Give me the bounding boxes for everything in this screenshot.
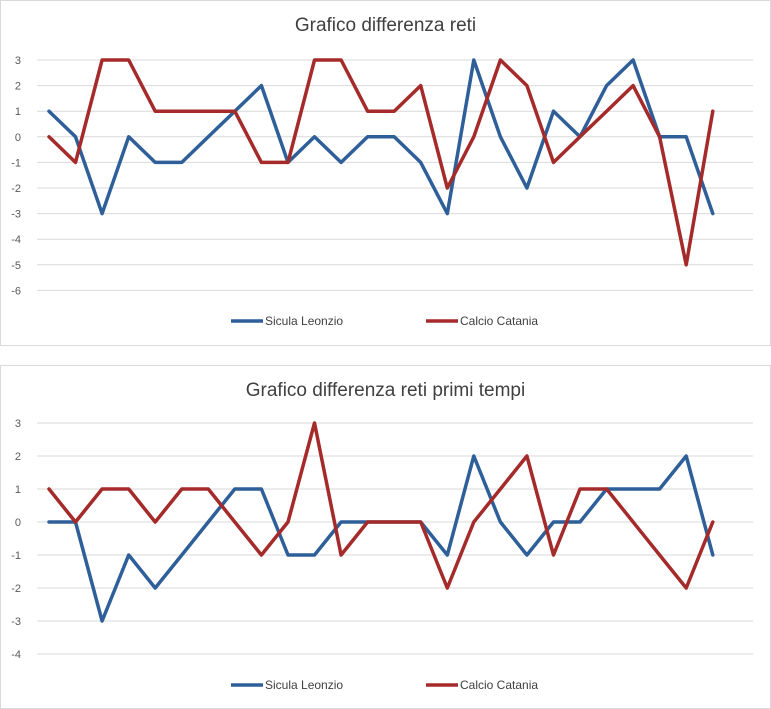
y-tick-label: -6 (11, 285, 21, 297)
y-tick-label: 1 (15, 484, 21, 496)
y-tick-label: 1 (15, 106, 21, 118)
legend-label: Sicula Leonzio (265, 678, 343, 692)
y-tick-label: -1 (11, 550, 21, 562)
y-tick-label: -5 (11, 260, 21, 272)
chart-panel-2: Grafico differenza reti primi tempi 3 2 1 0… (0, 365, 771, 709)
y-tick-label: -2 (11, 583, 21, 595)
chart-title: Grafico differenza reti (294, 15, 477, 36)
legend-label: Calcio Catania (460, 678, 538, 692)
series-line-sicula-leonzio (47, 454, 715, 623)
y-tick-label: -4 (11, 649, 21, 661)
series-line-calcio-catania (47, 58, 715, 267)
y-tick-label: 2 (15, 81, 21, 93)
y-tick-label: -2 (11, 183, 21, 195)
y-tick-label: -3 (11, 209, 21, 221)
y-tick-label: 2 (15, 451, 21, 463)
line-chart-svg: 3 2 1 0 -1 -2 -3 -4 Sicula Leonzio Calcio Catania (11, 418, 753, 692)
chart-title: Grafico differenza reti primi tempi (245, 380, 526, 401)
y-tick-label: 3 (15, 418, 21, 430)
legend-label: Sicula Leonzio (265, 314, 343, 328)
y-tick-label: -4 (11, 234, 21, 246)
legend-label: Calcio Catania (460, 314, 538, 328)
y-tick-label: 3 (15, 55, 21, 67)
series-line-calcio-catania (47, 421, 715, 590)
y-tick-label: 0 (15, 517, 21, 529)
line-chart-svg: 3 2 1 0 -1 -2 -3 -4 -5 -6 Sicula Leonzio Calcio Cat… (11, 55, 753, 328)
chart-panel-1: Grafico differenza reti 3 2 1 0 -1 -2 -3 -4 -5 -6… (0, 0, 771, 346)
y-tick-label: -1 (11, 157, 21, 169)
series-line-sicula-leonzio (47, 58, 715, 216)
y-tick-label: 0 (15, 132, 21, 144)
y-tick-label: -3 (11, 616, 21, 628)
